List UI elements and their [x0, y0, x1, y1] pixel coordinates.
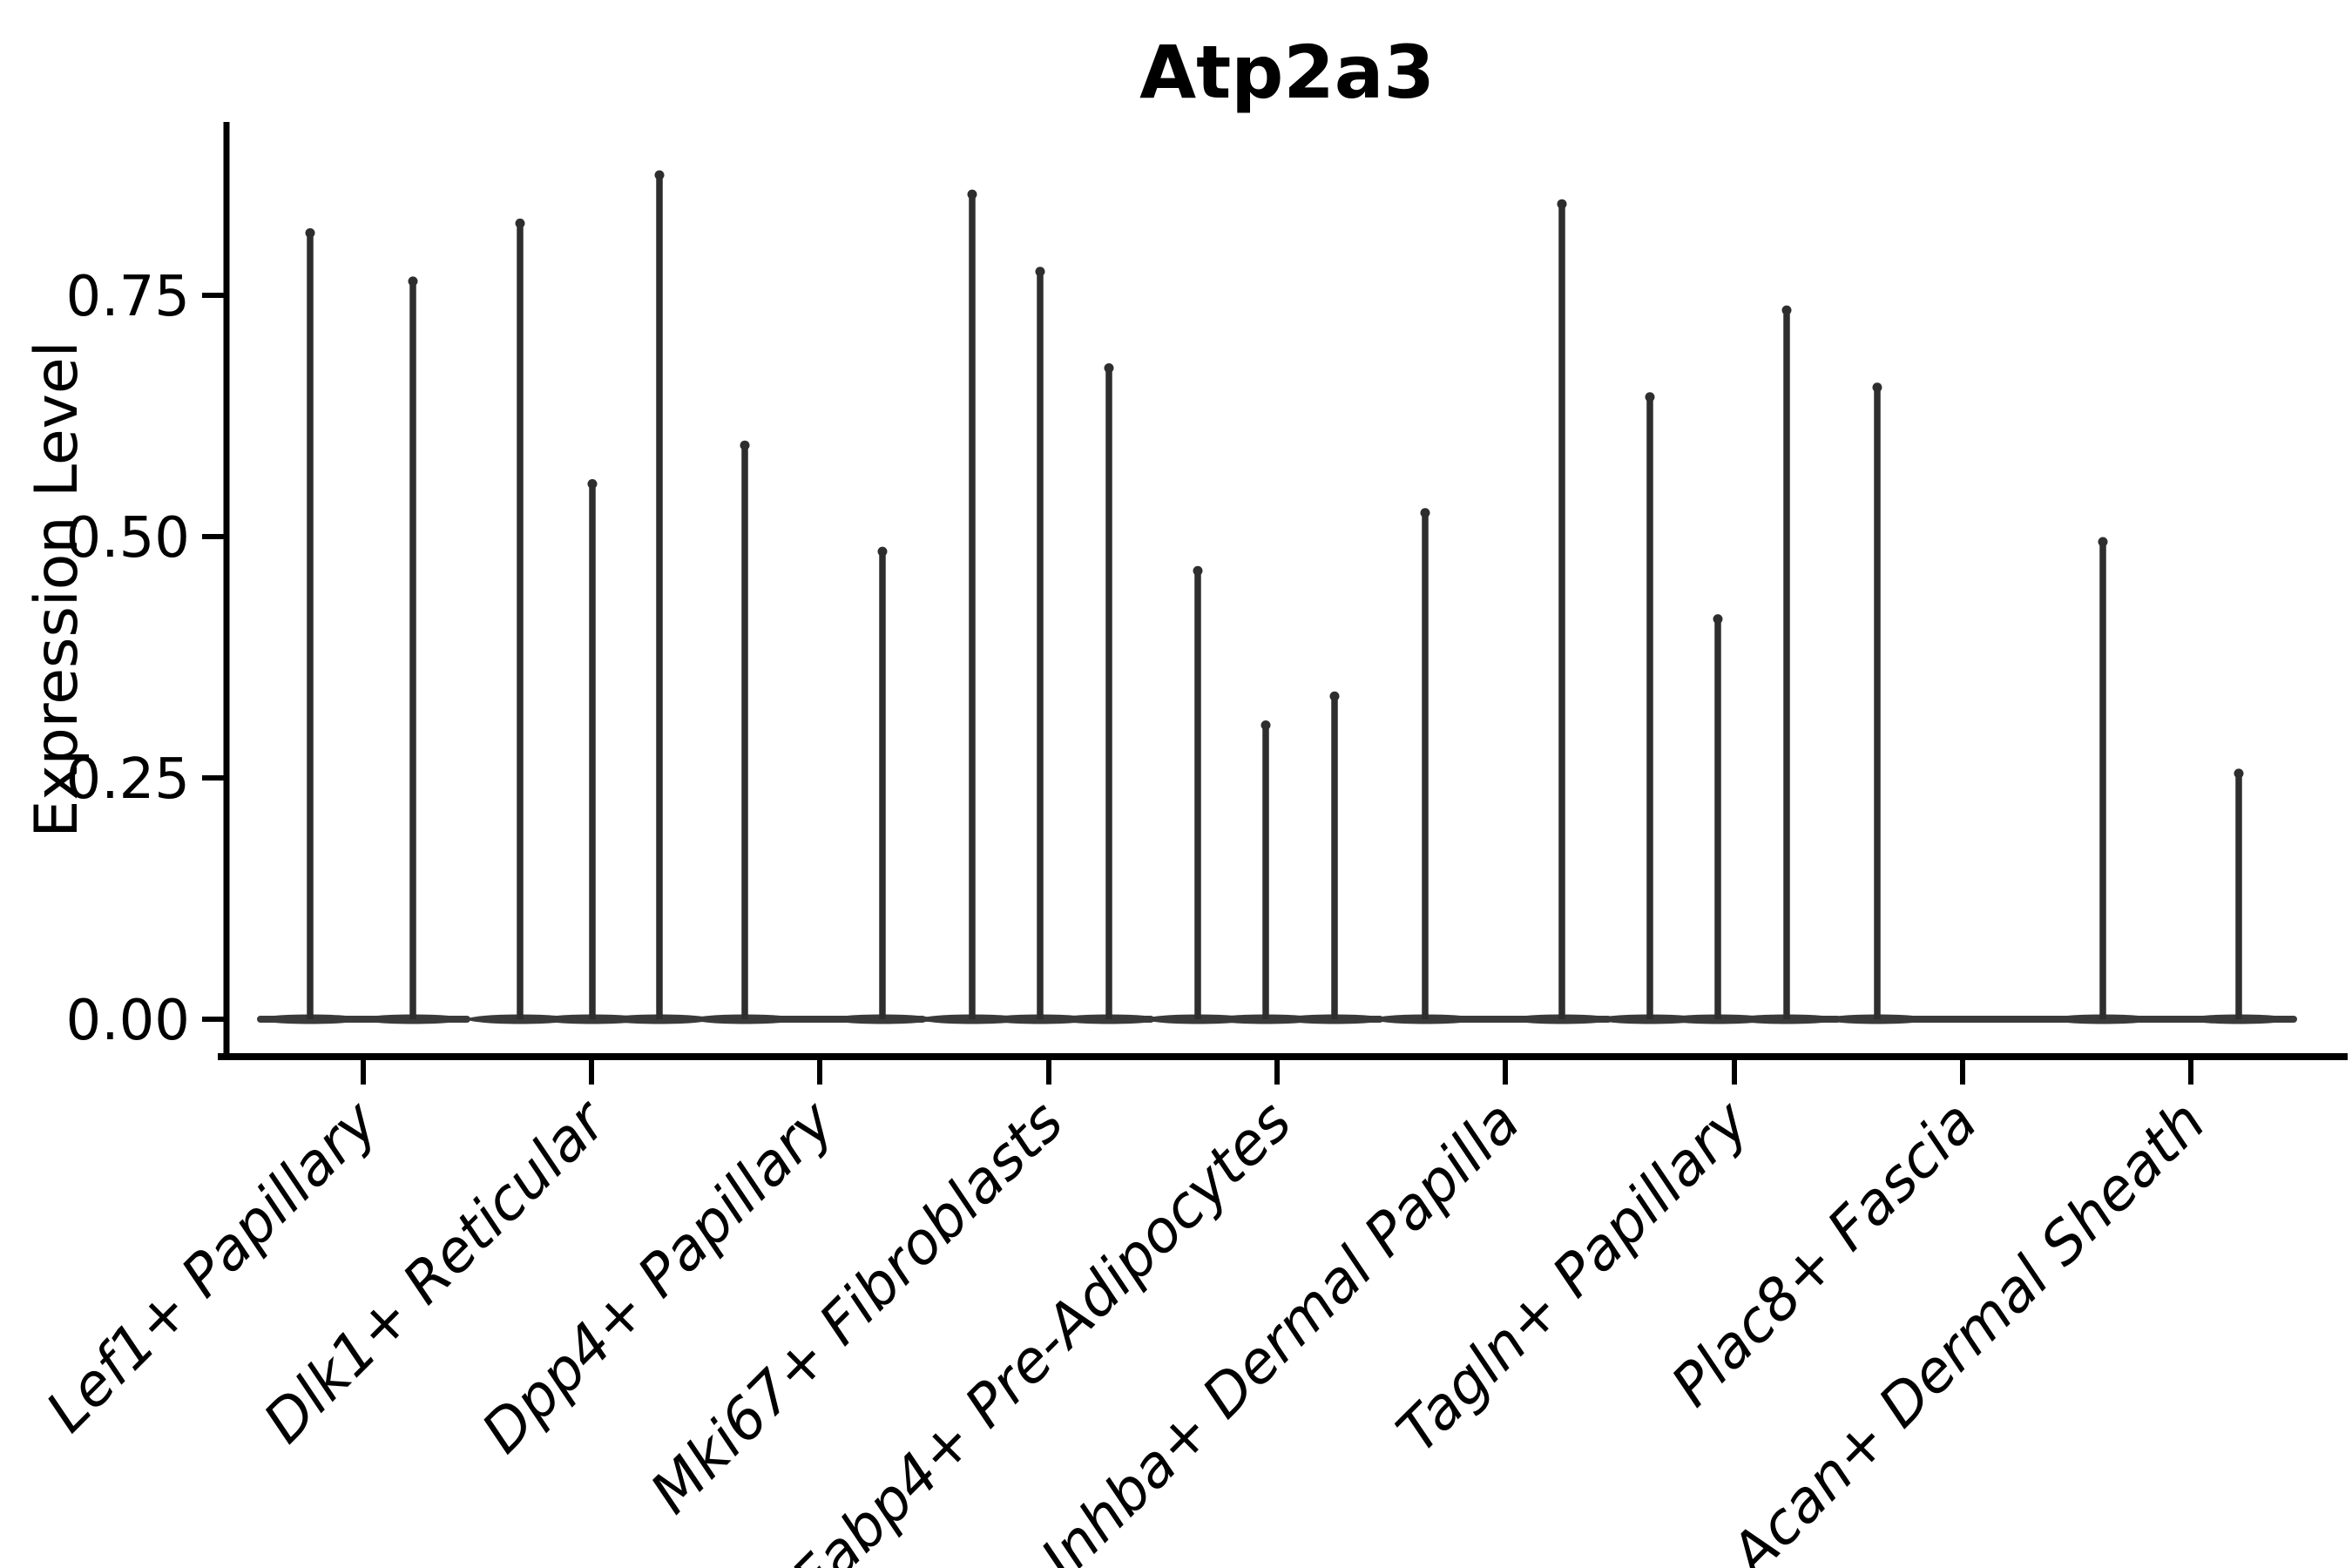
violin-spike-tip	[1645, 392, 1655, 402]
violin-spike-tip	[877, 546, 888, 557]
chart-title: Atp2a3	[1139, 30, 1435, 115]
violin-group	[1373, 199, 1614, 1024]
y-tick-label: 0.75	[66, 265, 191, 329]
violin-spike-tip	[740, 440, 750, 450]
violin-spike-tip	[1193, 565, 1203, 576]
x-tick-label: Mki67+ Fibroblasts	[638, 1088, 1076, 1526]
violin-spike-tip	[515, 218, 525, 228]
violin-group	[2051, 537, 2297, 1024]
y-tick-label: 0.00	[66, 989, 191, 1053]
violin-spike-tip	[1329, 691, 1340, 701]
violin-spike-tip	[408, 276, 418, 287]
violin-spike-tip	[1557, 199, 1567, 209]
violin-group	[1598, 305, 1841, 1024]
violin-group	[257, 227, 470, 1024]
violin-group	[1146, 565, 1387, 1024]
violin-spike-tip	[1260, 720, 1271, 731]
y-axis-label: Expression Level	[23, 341, 91, 837]
violin-spike-tip	[1420, 508, 1430, 518]
violin-spike-tip	[2234, 768, 2244, 779]
violin-spike-tip	[654, 170, 665, 180]
violin-spike-tip	[2098, 537, 2108, 547]
violin-group	[693, 440, 935, 1024]
violin-spike-tip	[1872, 382, 1882, 393]
violin-spike-tip	[1104, 363, 1114, 374]
violin-group	[468, 170, 712, 1024]
violin-spike-tip	[967, 189, 977, 199]
violin-spike-tip	[1781, 305, 1792, 315]
violin-spike-tip	[1035, 267, 1045, 277]
violin-group	[1825, 382, 2069, 1024]
violin-spike-tip	[1713, 614, 1723, 625]
y-tick-label: 0.25	[66, 747, 191, 812]
violin-spike-tip	[587, 479, 598, 490]
violin-group	[920, 189, 1161, 1024]
violin-spike-tip	[305, 227, 315, 238]
y-tick-label: 0.50	[66, 506, 191, 571]
